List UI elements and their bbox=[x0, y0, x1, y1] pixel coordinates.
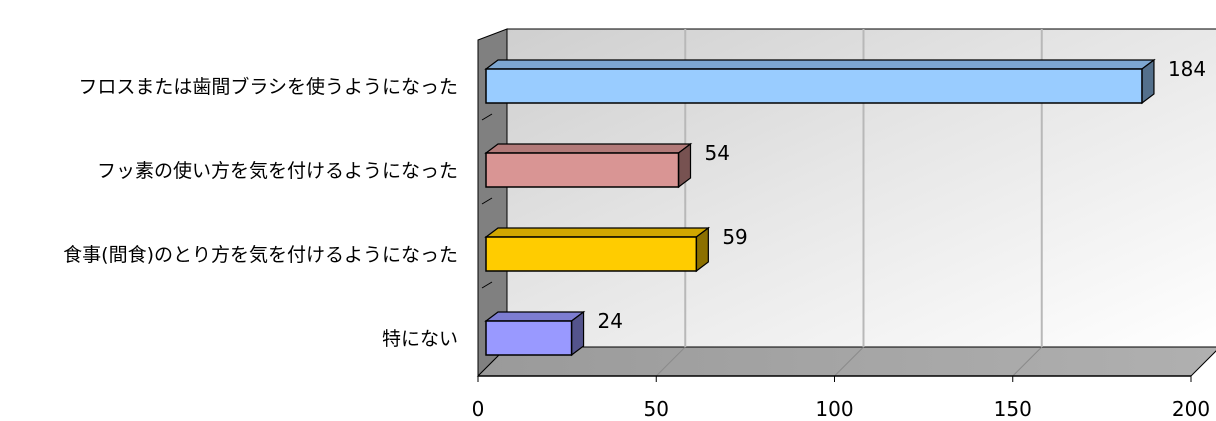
bar-top bbox=[484, 59, 1156, 70]
bar bbox=[484, 58, 1156, 105]
floor-gridline bbox=[834, 346, 864, 377]
bar bbox=[484, 142, 693, 189]
category-label: フロスまたは歯間ブラシを使うようになった bbox=[78, 75, 458, 98]
bar-front bbox=[485, 236, 698, 272]
category-label: フッ素の使い方を気を付けるようになった bbox=[97, 160, 458, 182]
category-tick bbox=[481, 197, 493, 205]
bar-front bbox=[485, 152, 680, 188]
x-tick-label: 150 bbox=[994, 397, 1032, 421]
floor-gridline bbox=[655, 346, 686, 377]
data-label: 59 bbox=[722, 225, 747, 249]
axes bbox=[477, 113, 1192, 382]
category-label: 特にない bbox=[382, 328, 458, 350]
category-tick bbox=[481, 281, 493, 289]
x-tick-label: 100 bbox=[815, 397, 853, 421]
labels: 184 フロスまたは歯間ブラシを使うようになった 54 フッ素の使い方を気を付けるよう… bbox=[63, 57, 1210, 421]
data-label: 24 bbox=[598, 309, 623, 333]
bar bbox=[484, 310, 586, 357]
data-label: 184 bbox=[1168, 57, 1206, 81]
category-label: 食事(間食)のとり方を気を付けるようになった bbox=[63, 244, 458, 266]
x-tick-label: 0 bbox=[472, 397, 485, 421]
x-tick-label: 200 bbox=[1172, 397, 1210, 421]
bars bbox=[484, 58, 1156, 357]
floor-gridline bbox=[1012, 346, 1043, 377]
data-label: 54 bbox=[705, 141, 730, 165]
category-tick bbox=[481, 113, 493, 121]
bar bbox=[484, 226, 711, 273]
bar-front bbox=[485, 320, 573, 356]
bar-top bbox=[484, 227, 711, 238]
x-tick-label: 50 bbox=[644, 397, 669, 421]
bar-front bbox=[485, 68, 1143, 104]
floor bbox=[476, 346, 1216, 377]
bar-top bbox=[484, 311, 586, 322]
bar-top bbox=[484, 143, 693, 154]
